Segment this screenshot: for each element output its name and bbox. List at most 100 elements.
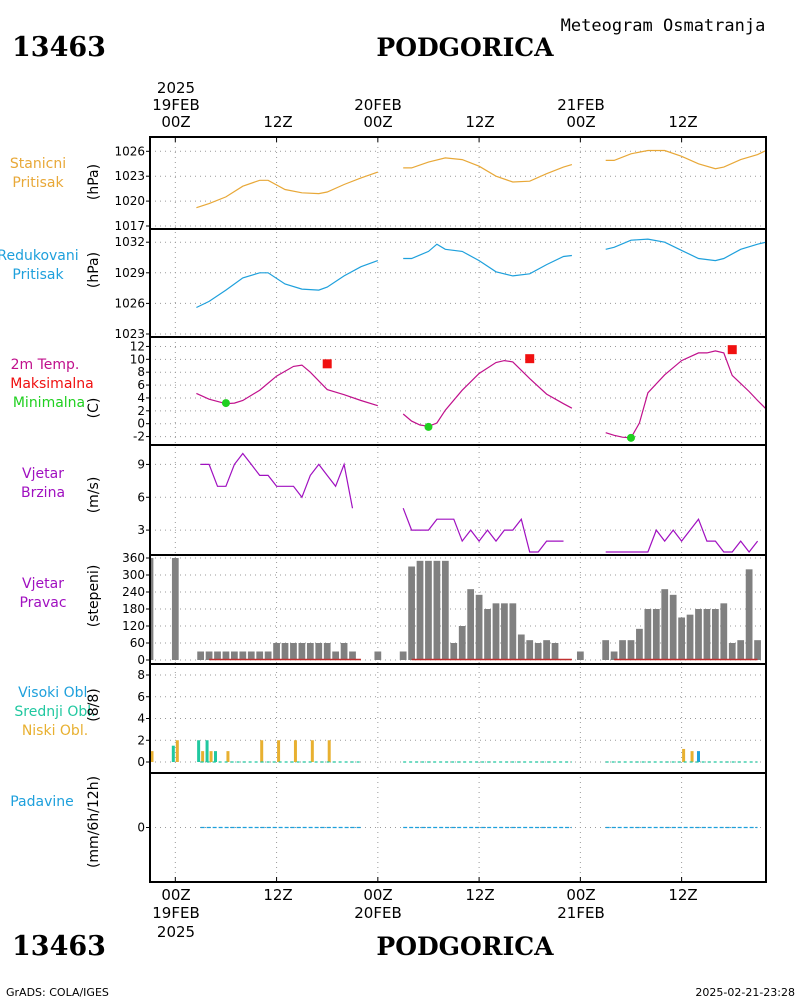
y-tick-label: 12 [130,339,145,353]
panel-frame [149,663,767,774]
wind-direction-bar [602,640,610,660]
y-tick-label: 1026 [114,144,145,158]
wind-direction-bar [492,603,500,660]
low-cloud-bar [201,751,205,762]
y-tick-label: 6 [137,690,145,704]
station-pressure-line [605,149,767,170]
tmin-marker [221,399,230,408]
wind-direction-bar [467,589,475,660]
wind-direction-bar [150,558,154,660]
wind-direction-bar [399,651,407,660]
cloud-high-label: Visoki Obl. [18,685,92,701]
top-hour-label: 12Z [668,113,697,131]
wind-direction-bar [619,640,626,660]
wind-direction-bar [711,609,719,660]
pressure-unit: (hPa) [86,164,102,200]
wind-direction-bar [416,560,424,660]
y-tick-label: 8 [137,365,145,379]
mid-cloud-bar [197,740,201,762]
timestamp-label: 2025-02-21-23:28 [695,986,795,999]
wind-dir-label: Pravac [19,595,66,611]
wind-direction-bar [214,651,221,660]
wind-direction-bar [247,651,255,660]
wind-direction-bar [703,609,711,660]
precip-unit: (mm/6h/12h) [86,776,102,868]
station-pressure-line [196,171,378,209]
wind-direction-bar [737,640,745,660]
tmin-label: Minimalna [13,395,85,411]
tmax-label: Maksimalna [10,376,94,392]
low-cloud-bar [310,740,314,762]
wind-direction-bar [408,566,415,660]
wind-direction-bar [197,651,205,660]
y-tick-label: 0 [137,755,145,769]
wind-direction-bar [627,640,635,660]
wind-direction-bar [273,643,280,660]
wind-speed-line [605,517,759,553]
wind-direction-bar [239,651,247,660]
temp-unit: (C) [86,398,102,419]
wind-direction-bar [290,643,297,660]
wind-direction-bar [484,609,491,660]
wind-direction-bar [669,594,677,660]
low-cloud-bar [175,740,179,762]
y-tick-label: 6 [137,490,145,504]
low-cloud-bar [690,751,694,762]
wind-direction-bar [298,643,306,660]
y-tick-label: 8 [137,668,145,682]
wind-direction-bar [315,643,323,660]
tmin-marker [626,433,635,442]
wind-direction-bar [526,640,534,660]
wind-dir-unit: (stepeni) [86,565,102,628]
tmax-marker [727,345,737,355]
panel-frame [149,444,767,556]
top-year-label: 2025 [157,79,195,97]
line-marks [196,149,767,553]
wind-direction-bar [458,626,466,660]
y-tick-label: 4 [137,712,145,726]
wind-direction-bar [686,614,694,660]
wind-direction-bar [256,651,264,660]
wind-direction-bar [374,651,382,660]
wind-direction-bar [754,640,761,660]
point-marks [221,345,737,442]
y-tick-label: 2 [137,404,145,418]
wind-direction-bar [450,643,458,660]
low-cloud-bar [209,751,213,762]
cloud-mid-label: Srednji Obl. [14,704,95,720]
wind-direction-bar [475,594,483,660]
reduced-pressure-line [403,243,572,277]
wind-direction-bar [720,603,728,660]
wind-direction-bar [171,558,179,660]
y-tick-label: 1023 [114,169,145,183]
top-hour-label: 00Z [363,113,392,131]
wind-direction-bar [644,609,652,660]
bottom-hour-label: 12Z [263,886,292,904]
cloud-low-label: Niski Obl. [22,723,88,739]
y-tick-label: 300 [122,568,145,582]
temp-label: 2m Temp. [11,357,80,373]
wind-direction-bar [323,643,331,660]
low-cloud-bar [260,740,264,762]
top-hour-label: 00Z [566,113,595,131]
top-date-19: 19FEB [152,96,199,114]
wind-speed-label: Brzina [21,485,65,501]
mid-cloud-bar [171,745,175,762]
y-tick-label: 1026 [114,296,145,310]
low-cloud-bar [277,740,281,762]
y-tick-label: 10 [130,352,145,366]
bottom-date-21: 21FEB [557,904,604,922]
wind-direction-bar [509,603,517,660]
wind-direction-bar [576,651,584,660]
y-tick-label: 3 [137,523,145,537]
top-hour-label: 00Z [161,113,190,131]
y-tick-labels: 1026102310201017103210291026102312108642… [114,144,145,834]
wind-direction-bar [678,617,685,660]
y-tick-label: 6 [137,378,145,392]
y-tick-label: 120 [122,619,145,633]
bar-marks [150,558,761,829]
tmax-marker [525,354,535,364]
y-tick-label: 240 [122,585,145,599]
wind-direction-bar [425,560,432,660]
